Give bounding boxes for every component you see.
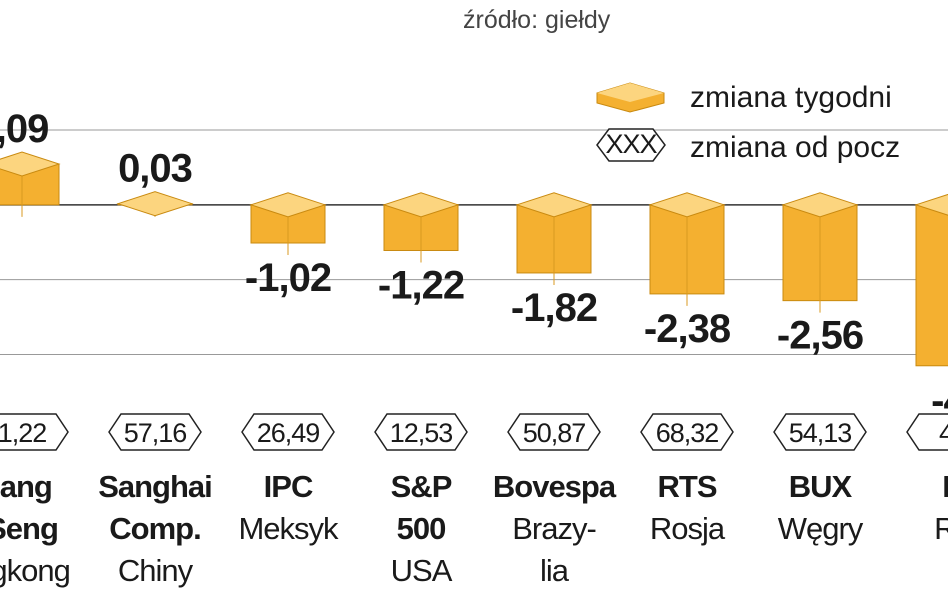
category-country: Chiny bbox=[118, 553, 194, 588]
category-name: Seng bbox=[0, 511, 58, 546]
value-label: -4, bbox=[931, 379, 948, 423]
bar-top bbox=[249, 192, 327, 218]
ytd-hexagon bbox=[906, 413, 948, 451]
ytd-label: 43 bbox=[939, 418, 948, 448]
bar bbox=[915, 204, 948, 367]
legend-hexagon bbox=[596, 128, 666, 162]
value-label: -1,82 bbox=[511, 286, 597, 330]
bar-top bbox=[382, 192, 460, 218]
ytd-hexagon bbox=[640, 413, 734, 451]
bar-top bbox=[515, 192, 593, 218]
value-label: -1,02 bbox=[245, 256, 331, 300]
category-name: S&P bbox=[391, 469, 452, 504]
category-country: Meksyk bbox=[238, 511, 339, 546]
legend-box-top bbox=[597, 83, 664, 102]
bar-top bbox=[116, 191, 194, 217]
category-name: IPC bbox=[264, 469, 313, 504]
category-name: RTS bbox=[658, 469, 717, 504]
category-name: Comp. bbox=[109, 511, 200, 546]
ytd-hexagon bbox=[773, 413, 867, 451]
ytd-hexagon bbox=[0, 413, 69, 451]
value-label: ,09 bbox=[0, 107, 48, 151]
category-name: Sanghai bbox=[98, 469, 212, 504]
category-name: B bbox=[942, 469, 948, 504]
category-country: USA bbox=[391, 553, 453, 588]
bar-top bbox=[648, 192, 726, 218]
bar-top bbox=[914, 193, 948, 216]
category-country: Rosja bbox=[650, 511, 726, 546]
legend: XXX zmiana tygodni zmiana od pocz bbox=[596, 81, 900, 164]
value-label: 0,03 bbox=[118, 147, 192, 191]
ytd-label: 12,53 bbox=[390, 418, 453, 448]
value-label: -2,38 bbox=[644, 307, 731, 351]
category-country: Ru bbox=[934, 511, 948, 546]
category-name: BUX bbox=[789, 469, 853, 504]
legend-label: zmiana tygodni bbox=[690, 81, 892, 114]
category-country: lia bbox=[540, 553, 570, 588]
ytd-hexagon bbox=[374, 413, 468, 451]
bar-top bbox=[0, 151, 61, 177]
bar-top bbox=[781, 192, 859, 218]
ytd-label: 57,16 bbox=[124, 418, 187, 448]
legend-symbol: XXX bbox=[605, 129, 657, 159]
ytd-hexagon bbox=[108, 413, 202, 451]
ytd-label: 50,87 bbox=[523, 418, 586, 448]
ytd-label: 1,22 bbox=[0, 418, 46, 448]
ytd-hexagon bbox=[507, 413, 601, 451]
category-country: Brazy- bbox=[512, 511, 596, 546]
value-label: -2,56 bbox=[777, 314, 863, 358]
ytd-hexagon bbox=[241, 413, 335, 451]
category-name: 500 bbox=[397, 511, 446, 546]
ytd-label: 26,49 bbox=[257, 418, 320, 448]
ytd-label: 68,32 bbox=[656, 418, 719, 448]
category-name: Bovespa bbox=[493, 469, 617, 504]
value-label: -1,22 bbox=[378, 263, 464, 307]
source: źródło: giełdy bbox=[463, 6, 611, 34]
category-country: Węgry bbox=[778, 511, 864, 546]
ytd-label: 54,13 bbox=[789, 418, 852, 448]
category-name: lang bbox=[0, 469, 52, 504]
legend-label: zmiana od pocz bbox=[690, 131, 900, 164]
